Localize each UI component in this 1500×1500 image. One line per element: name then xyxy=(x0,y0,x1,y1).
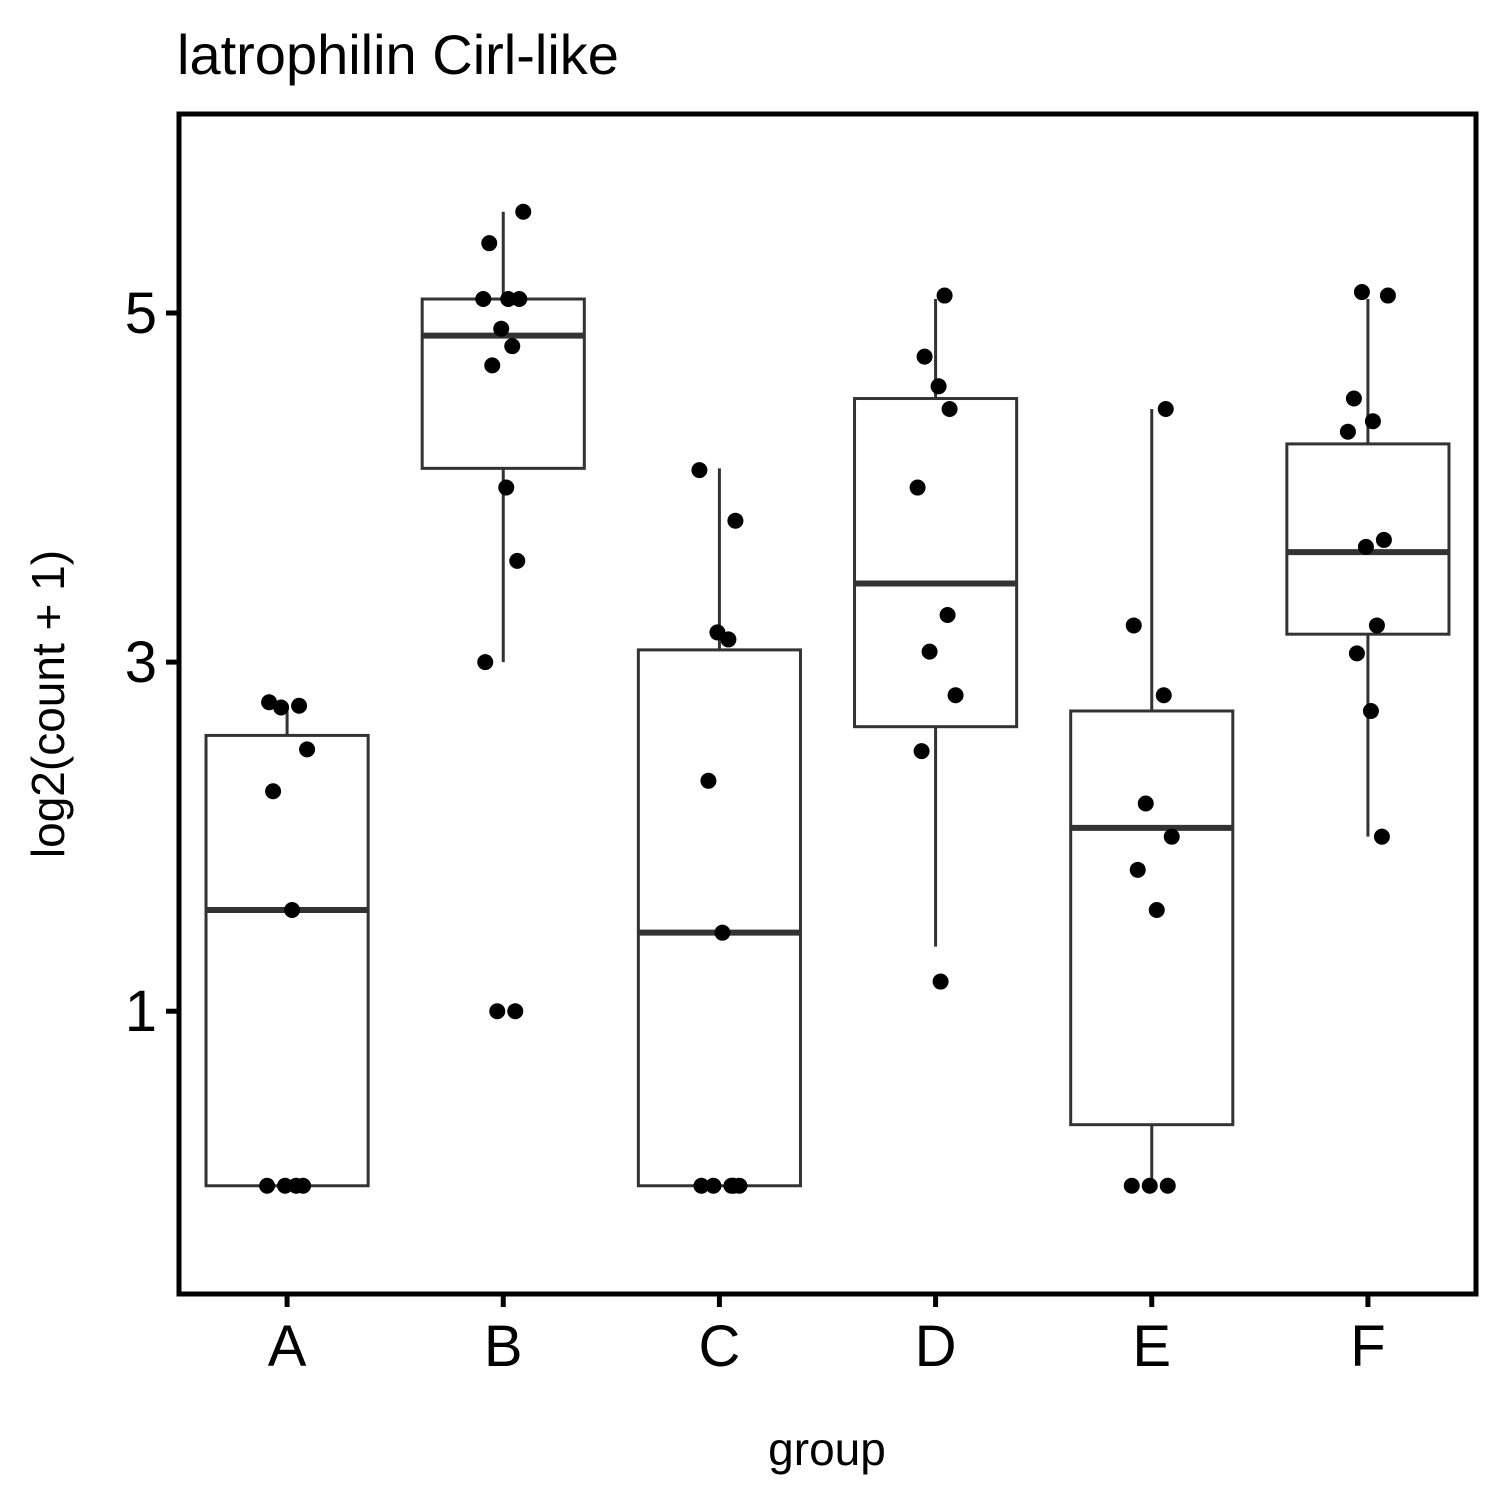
x-tick-label: F xyxy=(1350,1314,1385,1379)
data-point-b xyxy=(504,338,521,355)
data-point-a xyxy=(277,1177,294,1194)
data-point-f xyxy=(1339,423,1356,440)
data-point-a xyxy=(284,901,301,918)
data-point-b xyxy=(489,1003,506,1020)
data-point-b xyxy=(515,203,532,220)
data-point-e xyxy=(1157,401,1174,417)
data-point-d xyxy=(932,973,949,990)
data-point-f xyxy=(1375,531,1392,548)
data-point-e xyxy=(1141,1177,1158,1194)
data-point-e xyxy=(1123,1177,1140,1194)
boxes-layer xyxy=(204,211,1451,1188)
y-tick-label: 5 xyxy=(125,281,157,346)
data-point-e xyxy=(1129,861,1146,878)
data-point-a xyxy=(265,783,282,800)
y-tick-label: 1 xyxy=(125,979,157,1044)
data-point-a xyxy=(288,1177,305,1194)
data-point-e xyxy=(1159,1177,1176,1194)
data-point-e xyxy=(1155,687,1172,704)
data-point-a xyxy=(273,699,290,716)
data-point-c xyxy=(700,772,717,789)
data-point-f xyxy=(1379,287,1396,304)
box-c xyxy=(636,648,802,1188)
data-point-c xyxy=(720,631,737,648)
data-point-b xyxy=(484,357,501,374)
data-point-f xyxy=(1364,413,1381,430)
y-tick-label: 3 xyxy=(125,630,157,695)
data-point-f xyxy=(1368,617,1385,634)
data-point-e xyxy=(1148,901,1165,918)
data-point-c xyxy=(731,1177,748,1194)
data-point-d xyxy=(941,401,958,417)
data-point-d xyxy=(913,743,930,760)
box-a xyxy=(204,733,370,1188)
x-tick-label: E xyxy=(1132,1314,1171,1379)
x-tick-label: B xyxy=(484,1314,523,1379)
x-axis: A B C D E F xyxy=(268,1294,1386,1379)
y-axis: 1 3 5 xyxy=(125,281,179,1044)
x-tick-label: C xyxy=(698,1314,740,1379)
x-axis-title: group xyxy=(768,1423,886,1475)
data-point-f xyxy=(1345,390,1362,407)
data-point-a xyxy=(259,1177,276,1194)
data-point-b xyxy=(493,320,510,337)
data-point-d xyxy=(930,378,947,395)
data-point-c xyxy=(693,1177,710,1194)
data-point-d xyxy=(936,287,953,304)
data-point-b xyxy=(481,235,498,252)
data-point-d xyxy=(947,687,964,704)
data-point-f xyxy=(1362,702,1379,719)
data-point-a xyxy=(299,741,316,758)
data-point-b xyxy=(477,654,494,671)
points-layer xyxy=(259,203,1396,1194)
data-point-c xyxy=(691,462,708,479)
chart-title: latrophilin Cirl-like xyxy=(177,23,619,86)
data-point-b xyxy=(507,1003,524,1020)
data-point-d xyxy=(921,643,938,660)
data-point-b xyxy=(511,291,528,308)
data-point-c xyxy=(705,1177,722,1194)
data-point-f xyxy=(1373,828,1390,845)
data-point-c xyxy=(727,512,744,529)
box-e xyxy=(1069,709,1235,1127)
data-point-a xyxy=(261,694,278,711)
data-point-d xyxy=(939,606,956,623)
plot-panel-border xyxy=(176,111,1479,1297)
data-point-f xyxy=(1353,284,1370,301)
data-point-b xyxy=(498,479,515,496)
data-point-d xyxy=(916,348,933,365)
data-point-e xyxy=(1137,795,1154,812)
data-point-e xyxy=(1125,617,1142,634)
data-point-b xyxy=(475,291,492,308)
x-tick-label: D xyxy=(915,1314,957,1379)
box-f xyxy=(1285,442,1451,636)
y-axis-title: log2(count + 1) xyxy=(22,550,74,858)
data-point-f xyxy=(1348,645,1365,662)
data-point-e xyxy=(1163,828,1180,845)
data-point-a xyxy=(291,697,308,714)
data-point-c xyxy=(714,924,731,941)
box-d xyxy=(853,397,1019,729)
data-point-b xyxy=(500,291,517,308)
data-point-b xyxy=(509,552,526,569)
data-point-d xyxy=(909,479,926,496)
data-point-f xyxy=(1357,538,1374,555)
x-tick-label: A xyxy=(268,1314,307,1379)
